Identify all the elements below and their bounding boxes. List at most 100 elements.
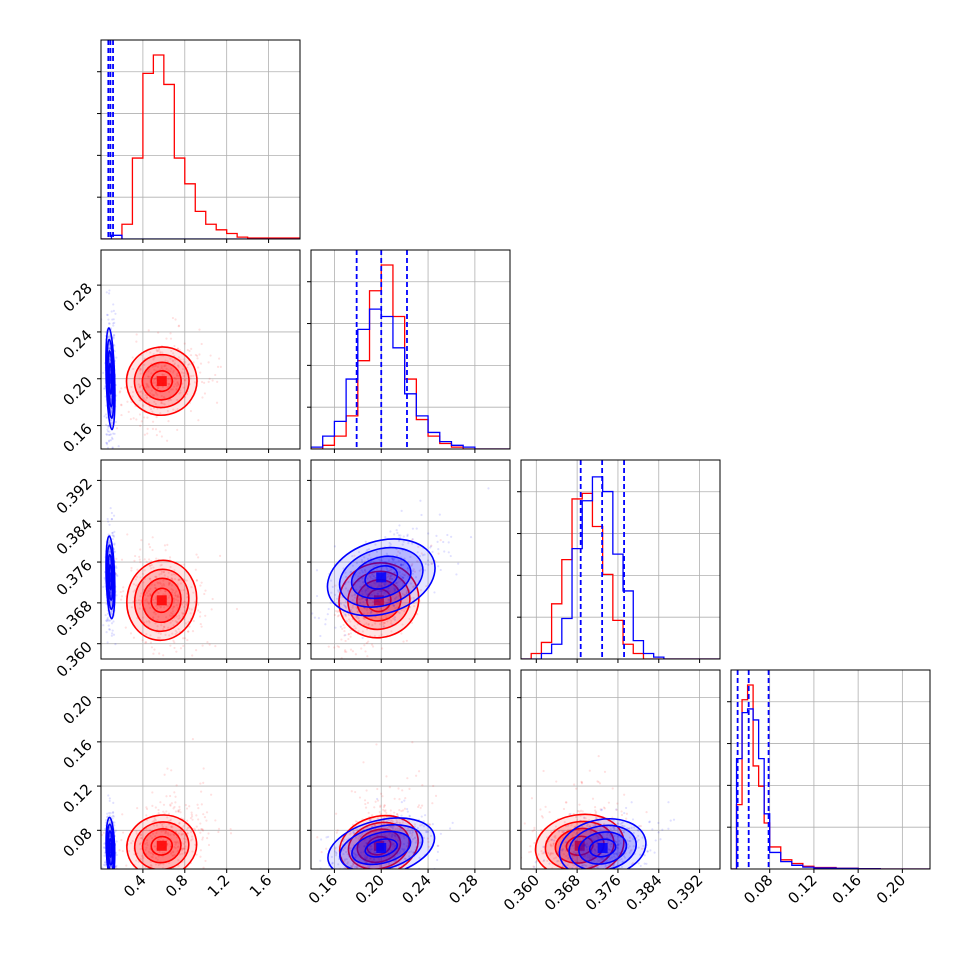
- scatter-point: [617, 835, 620, 838]
- scatter-point: [152, 598, 155, 602]
- scatter-point: [382, 808, 385, 811]
- scatter-point: [395, 820, 399, 823]
- scatter-point: [186, 819, 189, 822]
- scatter-point: [159, 350, 162, 353]
- scatter-point: [173, 591, 177, 595]
- scatter-point: [357, 617, 360, 620]
- scatter-point: [108, 903, 110, 905]
- scatter-point: [579, 819, 582, 823]
- scatter-point: [138, 399, 141, 402]
- scatter-point: [416, 838, 420, 841]
- scatter-point: [215, 401, 219, 404]
- scatter-point: [625, 827, 629, 830]
- scatter-point: [378, 558, 381, 561]
- scatter-point: [351, 606, 354, 609]
- scatter-point: [172, 624, 175, 627]
- x-tick-label: 0.4: [120, 871, 150, 901]
- scatter-point: [169, 872, 171, 874]
- scatter-point: [159, 875, 161, 877]
- scatter-point: [111, 904, 113, 906]
- scatter-point: [103, 576, 106, 580]
- scatter-point: [413, 604, 416, 608]
- scatter-point: [621, 821, 624, 824]
- scatter-point: [430, 544, 433, 547]
- scatter-point: [151, 381, 154, 384]
- density-contour-red: [150, 835, 174, 856]
- scatter-point: [628, 839, 631, 843]
- scatter-point: [156, 625, 159, 628]
- scatter-point: [571, 834, 574, 837]
- scatter-point: [592, 871, 594, 873]
- scatter-point: [177, 383, 180, 386]
- scatter-point: [157, 615, 160, 618]
- scatter-point: [560, 872, 562, 874]
- scatter-point: [192, 374, 195, 377]
- scatter-point: [113, 543, 116, 546]
- scatter-point: [107, 794, 110, 797]
- scatter-point: [166, 832, 170, 835]
- scatter-point: [147, 601, 150, 605]
- scatter-point: [412, 586, 415, 589]
- scatter-point: [141, 572, 145, 575]
- scatter-point: [620, 866, 624, 869]
- scatter-point: [374, 589, 377, 592]
- scatter-point: [622, 831, 625, 834]
- scatter-point: [542, 859, 545, 863]
- scatter-point: [398, 603, 401, 606]
- scatter-point: [388, 569, 391, 572]
- scatter-point: [382, 823, 385, 826]
- scatter-point: [397, 559, 400, 563]
- scatter-point: [532, 865, 535, 868]
- scatter-point: [344, 613, 347, 616]
- scatter-point: [190, 835, 194, 838]
- scatter-point: [357, 875, 359, 877]
- scatter-point: [355, 866, 358, 869]
- scatter-point: [396, 852, 399, 855]
- scatter-point: [411, 562, 414, 566]
- density-peak-red: [156, 595, 167, 606]
- scatter-point: [150, 389, 153, 392]
- scatter-point: [609, 849, 612, 852]
- scatter-point: [552, 842, 556, 845]
- scatter-point: [191, 838, 194, 841]
- scatter-point: [594, 823, 597, 827]
- scatter-point: [349, 901, 351, 903]
- scatter-point: [359, 622, 362, 626]
- scatter-point: [561, 848, 564, 851]
- scatter-point: [177, 325, 180, 328]
- scatter-point: [193, 600, 196, 604]
- scatter-point: [615, 808, 618, 811]
- scatter-point: [617, 843, 620, 846]
- scatter-point: [428, 823, 431, 826]
- scatter-point: [392, 558, 395, 561]
- scatter-point: [523, 822, 526, 825]
- scatter-point: [354, 853, 357, 856]
- scatter-point: [366, 856, 369, 859]
- scatter-point: [164, 359, 167, 362]
- scatter-point: [113, 875, 115, 877]
- scatter-point: [154, 613, 157, 616]
- scatter-point: [400, 563, 403, 567]
- scatter-point: [387, 574, 390, 578]
- scatter-point: [589, 837, 592, 840]
- scatter-point: [622, 849, 625, 852]
- scatter-point: [103, 890, 105, 892]
- scatter-point: [189, 409, 193, 413]
- scatter-point: [411, 832, 414, 835]
- scatter-point: [410, 850, 413, 853]
- scatter-point: [148, 558, 151, 561]
- scatter-point: [174, 801, 177, 804]
- scatter-point: [422, 820, 425, 823]
- scatter-point: [576, 831, 579, 834]
- scatter-point: [391, 826, 394, 829]
- scatter-point: [156, 877, 158, 879]
- scatter-point: [150, 855, 153, 858]
- scatter-point: [387, 570, 390, 573]
- scatter-point: [379, 804, 382, 807]
- scatter-point: [637, 834, 640, 837]
- scatter-point: [327, 607, 330, 611]
- scatter-point: [146, 427, 149, 430]
- scatter-point: [398, 524, 401, 527]
- scatter-point: [174, 629, 177, 632]
- scatter-point: [156, 387, 159, 390]
